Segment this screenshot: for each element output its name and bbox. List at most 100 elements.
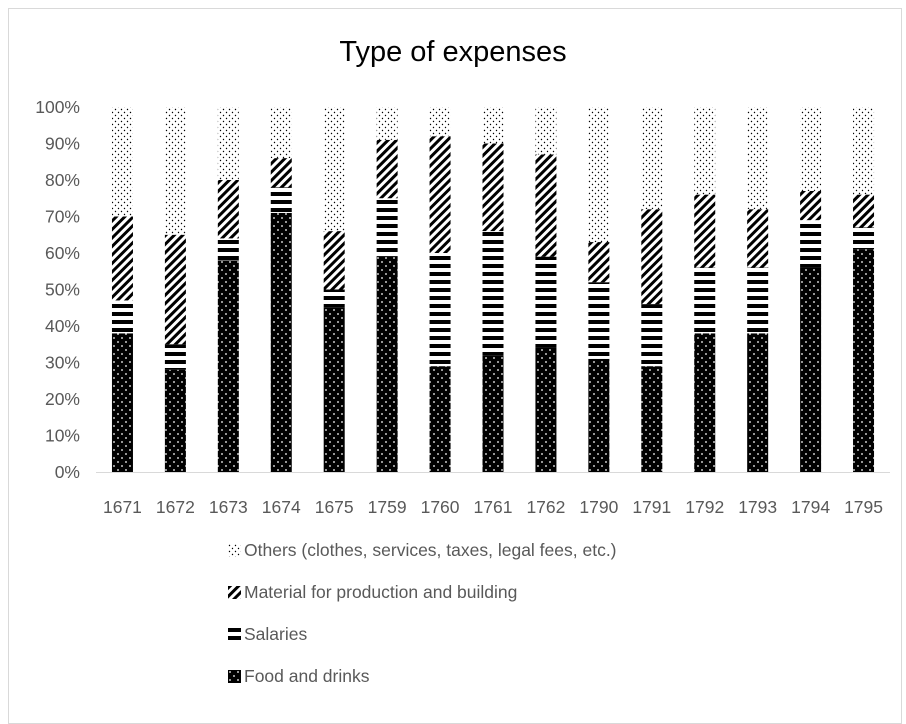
bar-segment-light-dots-1674 xyxy=(271,107,292,158)
y-tick-label: 100% xyxy=(35,97,80,117)
bar-segment-horizontal-stripes-1671 xyxy=(112,300,133,333)
bar-segment-black-dots-1792 xyxy=(694,333,715,472)
y-tick-label: 0% xyxy=(55,462,80,482)
bar-segment-black-dots-1761 xyxy=(483,355,504,472)
x-tick-label: 1761 xyxy=(474,497,513,517)
bars xyxy=(112,107,874,472)
legend-label-salaries: Salaries xyxy=(244,624,307,645)
x-tick-label: 1791 xyxy=(632,497,671,517)
bar-segment-horizontal-stripes-1792 xyxy=(694,268,715,334)
bar-segment-diagonal-hatch-1760 xyxy=(430,136,451,253)
y-tick-label: 40% xyxy=(45,316,80,336)
bar-segment-light-dots-1762 xyxy=(535,107,556,154)
bar-segment-black-dots-1790 xyxy=(588,359,609,472)
bar-segment-black-dots-1672 xyxy=(165,370,186,472)
bar-segment-black-dots-1794 xyxy=(800,268,821,472)
legend-swatch-others xyxy=(228,544,241,557)
bar-segment-black-dots-1762 xyxy=(535,348,556,472)
legend-item-material: Material for production and building xyxy=(228,580,517,604)
bar-segment-black-dots-1791 xyxy=(641,366,662,472)
bar-segment-light-dots-1792 xyxy=(694,107,715,195)
bar-segment-light-dots-1671 xyxy=(112,107,133,217)
bar-segment-light-dots-1791 xyxy=(641,107,662,209)
bar-segment-horizontal-stripes-1761 xyxy=(483,231,504,355)
x-tick-label: 1673 xyxy=(209,497,248,517)
bar-segment-horizontal-stripes-1675 xyxy=(324,290,345,308)
y-tick-label: 90% xyxy=(45,134,80,154)
bar-segment-light-dots-1760 xyxy=(430,107,451,136)
bar-segment-diagonal-hatch-1761 xyxy=(483,144,504,232)
bar-segment-light-dots-1673 xyxy=(218,107,239,180)
legend-item-salaries: Salaries xyxy=(228,622,307,646)
y-tick-label: 60% xyxy=(45,243,80,263)
bar-segment-light-dots-1794 xyxy=(800,107,821,191)
bar-segment-black-dots-1675 xyxy=(324,308,345,472)
x-tick-label: 1793 xyxy=(738,497,777,517)
x-tick-label: 1675 xyxy=(315,497,354,517)
legend-item-others: Others (clothes, services, taxes, legal … xyxy=(228,538,617,562)
x-tick-label: 1762 xyxy=(526,497,565,517)
bar-segment-diagonal-hatch-1672 xyxy=(165,235,186,345)
bar-segment-diagonal-hatch-1674 xyxy=(271,158,292,187)
y-tick-label: 10% xyxy=(45,426,80,446)
y-tick-label: 80% xyxy=(45,170,80,190)
bar-segment-diagonal-hatch-1793 xyxy=(747,209,768,267)
bar-segment-diagonal-hatch-1675 xyxy=(324,231,345,289)
y-tick-label: 30% xyxy=(45,353,80,373)
x-tick-label: 1760 xyxy=(421,497,460,517)
legend-label-others: Others (clothes, services, taxes, legal … xyxy=(244,540,617,561)
bar-segment-light-dots-1672 xyxy=(165,107,186,235)
bar-segment-diagonal-hatch-1792 xyxy=(694,195,715,268)
bar-segment-light-dots-1675 xyxy=(324,107,345,231)
bar-segment-horizontal-stripes-1795 xyxy=(853,227,874,249)
bar-segment-diagonal-hatch-1795 xyxy=(853,195,874,228)
legend-swatch-salaries xyxy=(228,628,241,641)
bar-segment-horizontal-stripes-1760 xyxy=(430,253,451,366)
bar-segment-horizontal-stripes-1791 xyxy=(641,304,662,366)
x-axis: 1671 1672 1673 1674 1675 1759 1760 1761 1762 1790… xyxy=(103,497,883,517)
bar-segment-light-dots-1761 xyxy=(483,107,504,144)
bar-segment-diagonal-hatch-1671 xyxy=(112,217,133,301)
bar-segment-diagonal-hatch-1759 xyxy=(377,140,398,198)
x-tick-label: 1759 xyxy=(368,497,407,517)
x-tick-label: 1794 xyxy=(791,497,830,517)
x-tick-label: 1674 xyxy=(262,497,301,517)
bar-segment-diagonal-hatch-1791 xyxy=(641,209,662,304)
bar-segment-diagonal-hatch-1673 xyxy=(218,180,239,238)
legend-item-food: Food and drinks xyxy=(228,664,370,688)
bar-segment-black-dots-1795 xyxy=(853,249,874,472)
bar-segment-diagonal-hatch-1790 xyxy=(588,242,609,282)
x-tick-label: 1790 xyxy=(579,497,618,517)
y-tick-label: 50% xyxy=(45,280,80,300)
bar-segment-light-dots-1790 xyxy=(588,107,609,242)
bar-segment-diagonal-hatch-1794 xyxy=(800,191,821,220)
bar-segment-horizontal-stripes-1762 xyxy=(535,257,556,348)
x-tick-label: 1672 xyxy=(156,497,195,517)
x-tick-label: 1792 xyxy=(685,497,724,517)
y-tick-label: 70% xyxy=(45,207,80,227)
bar-segment-light-dots-1793 xyxy=(747,107,768,209)
x-tick-label: 1671 xyxy=(103,497,142,517)
bar-segment-horizontal-stripes-1672 xyxy=(165,344,186,370)
y-axis: 0% 10% 20% 30% 40% 50% 60% 70% 80% 90% 100% xyxy=(35,97,80,482)
y-tick-label: 20% xyxy=(45,389,80,409)
bar-segment-horizontal-stripes-1793 xyxy=(747,268,768,334)
bar-segment-black-dots-1793 xyxy=(747,333,768,472)
bar-segment-horizontal-stripes-1790 xyxy=(588,282,609,359)
bar-segment-black-dots-1673 xyxy=(218,260,239,472)
bar-segment-black-dots-1760 xyxy=(430,366,451,472)
legend-label-material: Material for production and building xyxy=(244,582,517,603)
bar-segment-light-dots-1795 xyxy=(853,107,874,195)
bar-segment-horizontal-stripes-1759 xyxy=(377,198,398,256)
bar-segment-horizontal-stripes-1673 xyxy=(218,238,239,260)
bar-segment-horizontal-stripes-1674 xyxy=(271,187,292,213)
bar-segment-black-dots-1759 xyxy=(377,257,398,472)
legend-swatch-material xyxy=(228,586,241,599)
x-tick-label: 1795 xyxy=(844,497,883,517)
bar-segment-light-dots-1759 xyxy=(377,107,398,140)
bar-segment-diagonal-hatch-1762 xyxy=(535,154,556,256)
bar-segment-horizontal-stripes-1794 xyxy=(800,220,821,267)
legend-swatch-food xyxy=(228,670,241,683)
bar-segment-black-dots-1674 xyxy=(271,213,292,472)
